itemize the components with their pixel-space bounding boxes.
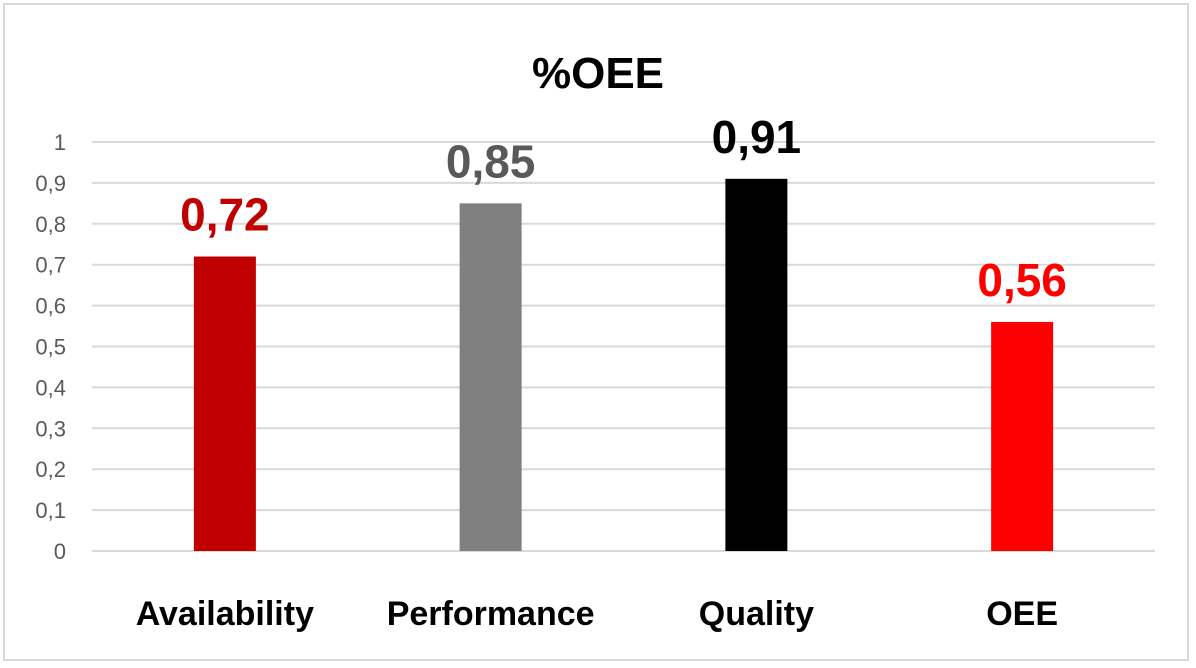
data-labels: 0,72 0,85 0,91 0,56 <box>180 111 1067 306</box>
y-tick-label: 0,7 <box>35 253 66 278</box>
y-tick-label: 1 <box>54 130 66 155</box>
bar-quality <box>725 178 788 551</box>
y-axis-ticks: 0 0,1 0,2 0,3 0,4 0,5 0,6 0,7 0,8 0,9 1 <box>35 130 66 564</box>
data-label-oee: 0,56 <box>977 254 1067 306</box>
bar-availability <box>193 256 256 551</box>
category-label-availability: Availability <box>136 595 314 633</box>
bars <box>193 178 1054 551</box>
chart-title: %OEE <box>532 49 664 98</box>
y-tick-label: 0,1 <box>35 498 66 523</box>
y-tick-label: 0,5 <box>35 335 66 360</box>
category-label-performance: Performance <box>387 595 595 633</box>
bar-performance <box>459 203 522 551</box>
y-tick-label: 0 <box>54 539 66 564</box>
bar-oee <box>991 321 1054 551</box>
data-label-quality: 0,91 <box>712 111 802 163</box>
y-tick-label: 0,8 <box>35 212 66 237</box>
data-label-performance: 0,85 <box>446 135 536 187</box>
y-tick-label: 0,4 <box>35 375 66 400</box>
y-tick-label: 0,9 <box>35 171 66 196</box>
category-label-quality: Quality <box>699 595 814 633</box>
y-tick-label: 0,2 <box>35 457 66 482</box>
y-tick-label: 0,6 <box>35 294 66 319</box>
y-tick-label: 0,3 <box>35 416 66 441</box>
category-labels: Availability Performance Quality OEE <box>136 595 1058 633</box>
gridlines <box>92 141 1155 552</box>
data-label-availability: 0,72 <box>180 189 270 241</box>
category-label-oee: OEE <box>986 595 1058 633</box>
